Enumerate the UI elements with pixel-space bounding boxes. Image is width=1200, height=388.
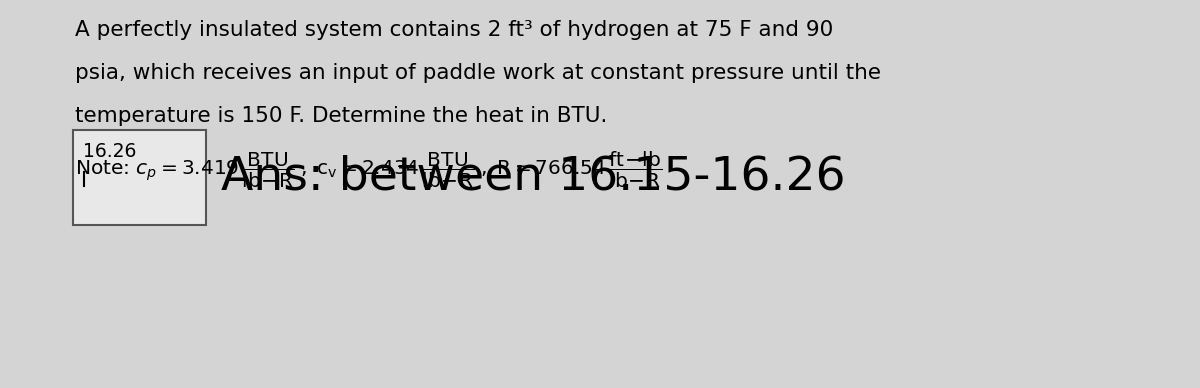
Text: A perfectly insulated system contains 2 ft³ of hydrogen at 75 F and 90: A perfectly insulated system contains 2 …: [74, 20, 833, 40]
Text: Note: $c_p = 3.419\,\dfrac{\rm BTU}{\rm lb\!-\!R}\;,\;c_v = 2.434\,\dfrac{\rm BT: Note: $c_p = 3.419\,\dfrac{\rm BTU}{\rm …: [74, 150, 662, 190]
Text: 16.26: 16.26: [83, 142, 137, 161]
Text: temperature is 150 F. Determine the heat in BTU.: temperature is 150 F. Determine the heat…: [74, 106, 607, 126]
Text: psia, which receives an input of paddle work at constant pressure until the: psia, which receives an input of paddle …: [74, 63, 881, 83]
FancyBboxPatch shape: [73, 130, 206, 225]
Text: Ans: between 16.15-16.26: Ans: between 16.15-16.26: [221, 155, 846, 200]
